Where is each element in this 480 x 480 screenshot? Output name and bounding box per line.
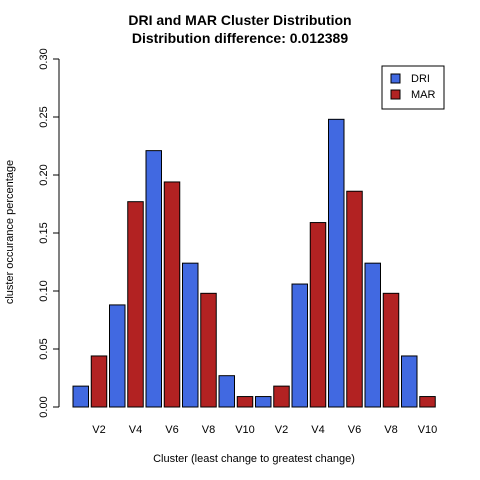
y-tick-label: 0.25: [38, 106, 50, 127]
bar-dri: [218, 375, 235, 408]
chart-subtitle: Distribution difference: 0.012389: [132, 30, 349, 46]
y-tick-label: 0.10: [38, 280, 50, 301]
legend-swatch-dri: [390, 73, 401, 84]
x-tick-label: V10: [235, 424, 255, 436]
bar-mar: [273, 385, 290, 408]
bar-dri: [182, 262, 199, 408]
y-tick-label: 0.30: [38, 48, 50, 69]
y-axis: 0.00 0.05 0.10 0.15 0.20 0.25 0.30: [38, 48, 60, 418]
x-tick-label: V4: [129, 424, 142, 436]
bar-mar: [382, 292, 400, 408]
bar-mar: [200, 292, 217, 408]
bars: [72, 118, 436, 408]
legend: DRI MAR: [381, 65, 445, 110]
bar-dri: [401, 355, 418, 408]
bar-mar: [346, 190, 363, 408]
x-tick-label: V8: [384, 424, 397, 436]
legend-box: [381, 65, 445, 110]
bar-dri: [255, 396, 272, 408]
y-tick-label: 0.20: [38, 164, 50, 185]
y-tick-label: 0.00: [38, 396, 50, 417]
bar-mar: [236, 396, 254, 408]
bar-mar: [127, 201, 144, 408]
bar-mar: [163, 181, 181, 408]
legend-label-dri: DRI: [411, 73, 430, 85]
x-tick-label: V10: [418, 424, 438, 436]
chart-title: DRI and MAR Cluster Distribution: [128, 12, 351, 28]
y-tick-label: 0.05: [38, 338, 50, 359]
bar-mar: [309, 222, 327, 408]
legend-swatch-mar: [390, 89, 401, 100]
y-tick-label: 0.15: [38, 222, 50, 243]
x-tick-label: V6: [348, 424, 361, 436]
x-tick-label: V4: [311, 424, 324, 436]
bar-dri: [145, 150, 162, 408]
x-tick-label: V2: [275, 424, 288, 436]
x-axis-label: Cluster (least change to greatest change…: [153, 453, 355, 465]
bar-mar: [419, 396, 436, 408]
bar-dri: [291, 283, 308, 408]
y-axis-label: cluster occurance percentage: [4, 160, 16, 304]
bar-mar: [90, 355, 108, 408]
legend-label-mar: MAR: [411, 89, 436, 101]
x-tick-label: V8: [202, 424, 215, 436]
bar-dri: [72, 385, 89, 408]
bar-dri: [364, 262, 381, 408]
x-tick-label: V2: [92, 424, 105, 436]
bar-dri: [328, 118, 345, 408]
x-tick-label: V6: [165, 424, 178, 436]
bar-dri: [109, 304, 126, 408]
x-axis: V2 V4 V6 V8 V10 V2 V4 V6 V8 V10: [92, 424, 437, 436]
